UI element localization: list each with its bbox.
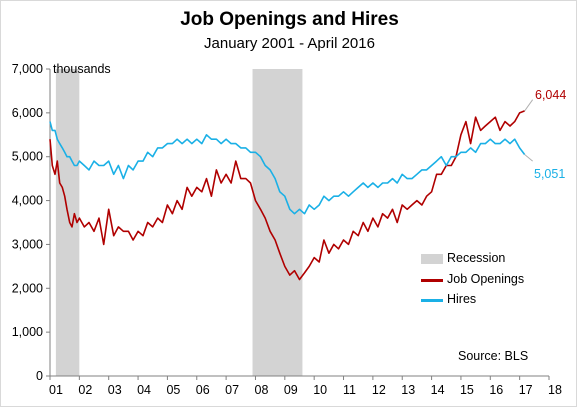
y-tick-label-5: 5,000	[12, 150, 43, 164]
x-tick-label-6: 07	[225, 383, 239, 397]
x-tick-label-1: 02	[78, 383, 92, 397]
x-tick-label-4: 05	[166, 383, 180, 397]
legend-swatch-recession	[421, 254, 443, 264]
y-tick-label-4: 4,000	[12, 194, 43, 208]
y-tick-label-2: 2,000	[12, 281, 43, 295]
x-tick-label-15: 16	[489, 383, 503, 397]
x-tick-label-9: 10	[313, 383, 327, 397]
x-tick-label-2: 03	[108, 383, 122, 397]
source-label: Source: BLS	[458, 349, 529, 363]
x-tick-label-8: 09	[284, 383, 298, 397]
x-tick-label-17: 18	[548, 383, 562, 397]
y-tick-label-3: 3,000	[12, 237, 43, 251]
x-tick-label-5: 06	[196, 383, 210, 397]
x-tick-label-16: 17	[519, 383, 533, 397]
legend-label-job-openings: Job Openings	[447, 272, 525, 286]
legend-swatch-hires	[421, 299, 443, 302]
x-tick-label-13: 14	[431, 383, 445, 397]
x-tick-label-14: 15	[460, 383, 474, 397]
x-tick-label-12: 13	[401, 383, 415, 397]
legend-label-hires: Hires	[447, 292, 477, 306]
chart-subtitle: January 2001 - April 2016	[204, 35, 375, 52]
recession-band-0	[55, 69, 80, 376]
y-tick-label-0: 0	[36, 369, 43, 383]
legend-label-recession: Recession	[447, 251, 506, 265]
series-line-hires	[49, 121, 526, 215]
y-tick-label-7: 7,000	[12, 62, 43, 76]
y-tick-label-6: 6,000	[12, 106, 43, 120]
leader-line-hires	[524, 154, 533, 162]
x-tick-label-0: 01	[49, 383, 63, 397]
x-tick-label-3: 04	[137, 383, 151, 397]
last-value-label-hires: 5,051	[534, 167, 566, 181]
x-tick-label-11: 12	[372, 383, 386, 397]
series-line-job-openings	[49, 110, 525, 281]
y-tick-label-1: 1,000	[12, 325, 43, 339]
leader-line-job-openings	[524, 99, 534, 112]
recession-band-1	[252, 69, 303, 376]
y-axis-unit-label: thousands	[53, 62, 111, 76]
x-tick-label-7: 08	[255, 383, 269, 397]
last-value-label-job-openings: 6,044	[535, 88, 567, 102]
legend-swatch-job-openings	[421, 279, 443, 282]
chart-title: Job Openings and Hires	[180, 9, 399, 30]
x-tick-label-10: 11	[343, 383, 356, 397]
